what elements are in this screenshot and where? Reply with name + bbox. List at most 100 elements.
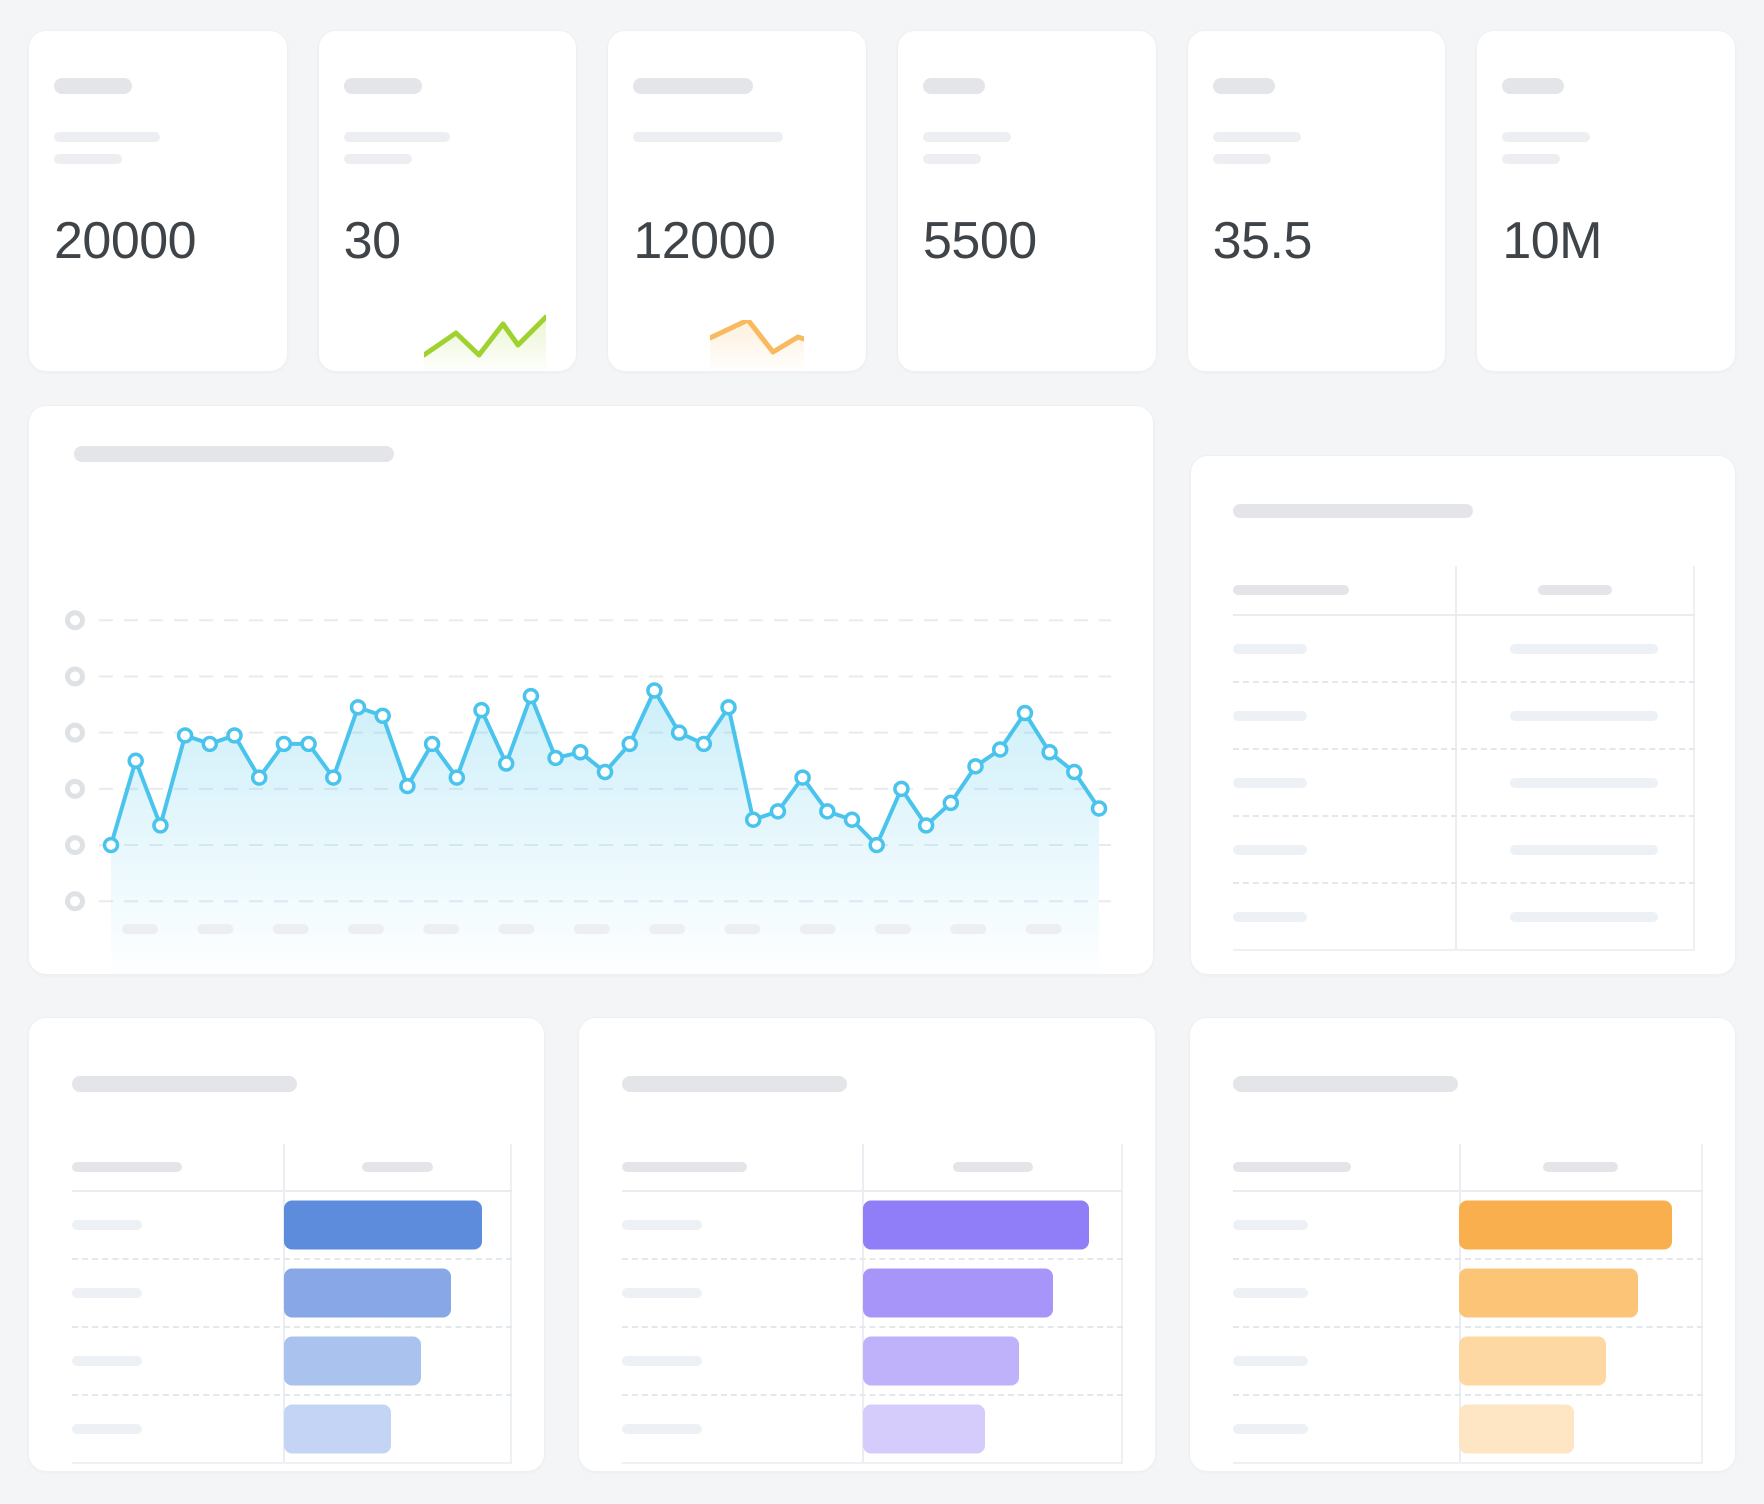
data-point-marker bbox=[1090, 800, 1108, 817]
chart-title-skeleton bbox=[74, 446, 394, 462]
stat-card: 20000 bbox=[28, 30, 288, 372]
table-row bbox=[621, 1192, 1123, 1260]
stat-subtitle-skeleton bbox=[1212, 154, 1271, 164]
table-right-border bbox=[509, 1144, 512, 1464]
row-label-skeleton bbox=[1233, 777, 1307, 788]
x-axis-label-skeleton bbox=[498, 924, 535, 935]
data-point-marker bbox=[275, 735, 293, 753]
stat-subtitle-skeleton bbox=[343, 154, 412, 164]
table-row bbox=[621, 1260, 1123, 1328]
row-label-skeleton bbox=[1233, 1424, 1309, 1434]
row-value-skeleton bbox=[1510, 710, 1659, 721]
table-right-border bbox=[1692, 566, 1695, 951]
chart-area-fill bbox=[111, 690, 1100, 974]
sparkline-line bbox=[424, 314, 547, 358]
data-point-marker bbox=[522, 687, 540, 705]
stat-subtitle-skeleton bbox=[633, 132, 784, 142]
data-point-marker bbox=[176, 727, 194, 744]
stat-subtitle-skeleton bbox=[922, 132, 1011, 142]
table-row bbox=[1233, 817, 1695, 884]
stat-value: 10M bbox=[1502, 212, 1602, 270]
row-label-skeleton bbox=[1233, 643, 1307, 654]
column-header-skeleton bbox=[952, 1162, 1033, 1172]
x-axis-label-skeleton bbox=[347, 924, 384, 935]
row-label-skeleton bbox=[621, 1288, 703, 1298]
row-label-skeleton bbox=[621, 1356, 703, 1366]
table-row bbox=[621, 1328, 1123, 1396]
table-row bbox=[1233, 750, 1695, 817]
column-header-skeleton bbox=[72, 1162, 182, 1172]
data-point-marker bbox=[448, 769, 466, 786]
table-right-border bbox=[1121, 1144, 1123, 1464]
stat-subtitle-skeleton bbox=[343, 132, 450, 142]
column-header-skeleton bbox=[1537, 585, 1612, 595]
y-axis-tick-ring bbox=[65, 835, 86, 856]
column-header-skeleton bbox=[1543, 1162, 1619, 1172]
table-row bbox=[1233, 616, 1695, 683]
table-row bbox=[1233, 1396, 1703, 1464]
data-point-marker bbox=[547, 749, 564, 767]
data-point-marker bbox=[1066, 763, 1083, 781]
row-label-skeleton bbox=[1233, 844, 1307, 855]
data-point-marker bbox=[868, 836, 885, 854]
row-value-skeleton bbox=[1510, 643, 1659, 654]
data-point-marker bbox=[991, 741, 1009, 758]
x-axis-label-skeleton bbox=[423, 924, 460, 935]
row-label-skeleton bbox=[72, 1424, 143, 1434]
x-axis-label-skeleton bbox=[649, 924, 686, 935]
bar-chart-card-blue bbox=[28, 1017, 545, 1472]
table-row bbox=[1233, 884, 1695, 951]
data-point-marker bbox=[473, 701, 490, 719]
table-row bbox=[1233, 683, 1695, 750]
bar-cards-row bbox=[28, 1017, 1736, 1472]
bar-table bbox=[621, 1144, 1123, 1464]
table-header-row bbox=[72, 1144, 512, 1192]
x-axis-label-skeleton bbox=[122, 924, 159, 935]
data-point-marker bbox=[794, 769, 811, 786]
data-point-marker bbox=[300, 735, 317, 753]
bar bbox=[1459, 1268, 1638, 1318]
data-point-marker bbox=[621, 735, 638, 753]
data-point-marker bbox=[250, 769, 268, 786]
data-point-marker bbox=[670, 724, 688, 741]
row-label-skeleton bbox=[72, 1356, 143, 1366]
table-right-border bbox=[1701, 1144, 1703, 1464]
data-point-marker bbox=[226, 727, 243, 744]
stat-title-skeleton bbox=[633, 78, 754, 94]
bar bbox=[862, 1336, 1020, 1386]
stat-title-skeleton bbox=[1502, 78, 1565, 94]
column-header-skeleton bbox=[1233, 585, 1349, 595]
stat-subtitle-skeleton bbox=[922, 154, 981, 164]
sparkline-area bbox=[709, 320, 804, 371]
row-value-skeleton bbox=[1510, 911, 1659, 922]
data-point-marker bbox=[769, 803, 787, 820]
row-value-skeleton bbox=[1510, 844, 1659, 855]
stat-value: 5500 bbox=[922, 212, 1037, 270]
table-divider-line bbox=[1454, 566, 1457, 951]
stat-value: 30 bbox=[343, 212, 401, 270]
stat-subtitle-skeleton bbox=[1502, 154, 1561, 164]
x-axis-label-skeleton bbox=[950, 924, 987, 935]
table-header-row bbox=[1233, 566, 1695, 616]
data-point-marker bbox=[102, 836, 120, 854]
table-row bbox=[72, 1328, 512, 1396]
data-point-marker bbox=[646, 682, 663, 699]
middle-row bbox=[28, 405, 1736, 975]
sparkline-green bbox=[424, 314, 547, 371]
y-axis-tick-ring bbox=[65, 778, 86, 799]
row-label-skeleton bbox=[621, 1424, 703, 1434]
x-axis-label-skeleton bbox=[724, 924, 761, 935]
bar bbox=[862, 1404, 986, 1454]
bar-table bbox=[72, 1144, 512, 1464]
row-label-skeleton bbox=[1233, 1220, 1309, 1230]
stat-title-skeleton bbox=[1212, 78, 1275, 94]
row-label-skeleton bbox=[1233, 1288, 1309, 1298]
line-chart-card bbox=[28, 405, 1155, 975]
stat-subtitle-skeleton bbox=[54, 154, 122, 164]
bar-card-title-skeleton bbox=[1233, 1076, 1458, 1092]
stat-subtitle-skeleton bbox=[1502, 132, 1591, 142]
row-label-skeleton bbox=[1233, 911, 1307, 922]
stat-cards-row: 20000 30 12000 5500 35.5 10M bbox=[28, 30, 1736, 372]
data-point-marker bbox=[201, 735, 219, 753]
